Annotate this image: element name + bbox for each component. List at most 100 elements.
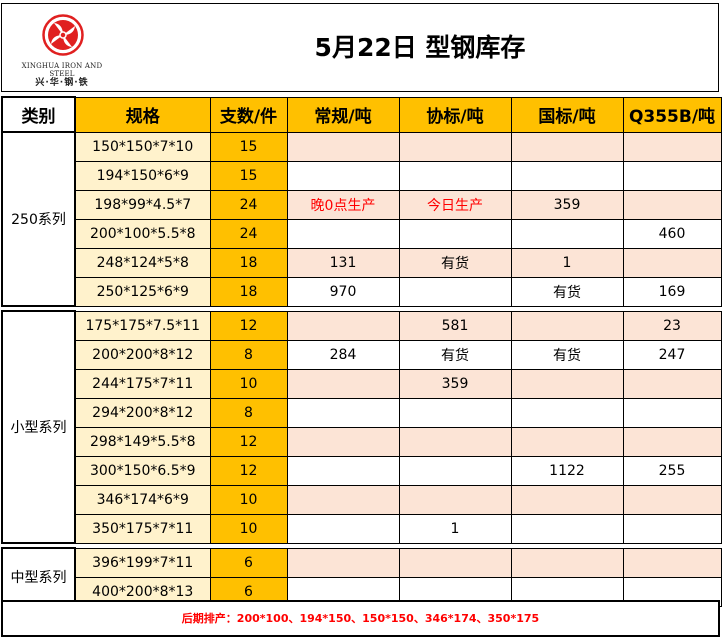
national-cell (510, 513, 624, 544)
spec-cell: 244*175*7*11 (74, 368, 211, 399)
table-row: 200*100*5.5*8 24 460 (2, 218, 722, 249)
q355b-cell (622, 247, 722, 278)
table-row: 298*149*5.5*8 12 (2, 426, 722, 457)
count-cell: 24 (209, 189, 288, 220)
spec-cell: 200*100*5.5*8 (74, 218, 211, 249)
national-cell (510, 547, 624, 578)
regular-cell (286, 484, 400, 515)
q355b-cell (622, 368, 722, 399)
count-cell: 15 (209, 160, 288, 191)
logo-english-text: XINGHUA IRON AND STEEL (21, 62, 103, 78)
header-association: 协标/吨 (398, 96, 512, 133)
regular-cell (286, 426, 400, 457)
q355b-cell (622, 160, 722, 191)
count-cell: 8 (209, 397, 288, 428)
national-cell (510, 131, 624, 162)
national-cell: 1 (510, 247, 624, 278)
table-row: 250*125*6*9 18 970 有货 169 (2, 276, 722, 307)
count-cell: 8 (209, 339, 288, 370)
regular-cell (286, 513, 400, 544)
header-regular: 常规/吨 (286, 96, 400, 133)
header-count: 支数/件 (209, 96, 288, 133)
company-logo: XINGHUA IRON AND STEEL 兴·华·钢·铁 (8, 10, 116, 90)
association-cell: 有货 (398, 247, 512, 278)
table-row: 244*175*7*11 10 359 (2, 368, 722, 399)
association-cell: 1 (398, 513, 512, 544)
regular-cell (286, 368, 400, 399)
association-cell (398, 160, 512, 191)
table-row: 248*124*5*8 18 131 有货 1 (2, 247, 722, 278)
count-cell: 10 (209, 484, 288, 515)
category-label: 250系列 (1, 131, 76, 307)
header-q355b: Q355B/吨 (622, 96, 722, 133)
spec-cell: 396*199*7*11 (74, 547, 211, 578)
association-cell (398, 276, 512, 307)
count-cell: 15 (209, 131, 288, 162)
q355b-cell (622, 397, 722, 428)
regular-cell (286, 131, 400, 162)
spec-cell: 150*150*7*10 (74, 131, 211, 162)
table-row: 198*99*4.5*7 24 晚0点生产 今日生产 359 (2, 189, 722, 220)
count-cell: 10 (209, 513, 288, 544)
association-cell (398, 547, 512, 578)
national-cell: 359 (510, 189, 624, 220)
spec-cell: 350*175*7*11 (74, 513, 211, 544)
count-cell: 6 (209, 547, 288, 578)
spec-cell: 250*125*6*9 (74, 276, 211, 307)
table-row: 294*200*8*12 8 (2, 397, 722, 428)
association-cell (398, 484, 512, 515)
spec-cell: 194*150*6*9 (74, 160, 211, 191)
inventory-table: 类别 规格 支数/件 常规/吨 协标/吨 国标/吨 Q355B/吨 250系列 1… (1, 96, 722, 607)
q355b-cell: 255 (622, 455, 722, 486)
spec-cell: 198*99*4.5*7 (74, 189, 211, 220)
header-national: 国标/吨 (510, 96, 624, 133)
national-cell (510, 310, 624, 341)
logo-chinese-text: 兴·华·钢·铁 (35, 78, 89, 88)
table-row: 中型系列 396*199*7*11 6 (1, 547, 722, 607)
association-cell: 359 (398, 368, 512, 399)
association-cell: 有货 (398, 339, 512, 370)
table-row: 200*200*8*12 8 284 有货 有货 247 (2, 339, 722, 370)
regular-cell: 131 (286, 247, 400, 278)
table-body: 250系列 150*150*7*10 15 194*150*6*9 15 198*99*4… (1, 131, 722, 607)
count-cell: 24 (209, 218, 288, 249)
regular-cell (286, 547, 400, 578)
table-row: 250系列 150*150*7*10 15 (1, 131, 722, 307)
association-cell: 581 (398, 310, 512, 341)
national-cell: 有货 (510, 339, 624, 370)
count-cell: 18 (209, 276, 288, 307)
national-cell: 有货 (510, 276, 624, 307)
national-cell (510, 426, 624, 457)
q355b-cell (622, 484, 722, 515)
regular-cell: 970 (286, 276, 400, 307)
count-cell: 18 (209, 247, 288, 278)
q355b-cell (622, 189, 722, 220)
q355b-cell (622, 131, 722, 162)
count-cell: 12 (209, 310, 288, 341)
count-cell: 10 (209, 368, 288, 399)
regular-cell (286, 397, 400, 428)
spec-cell: 346*174*6*9 (74, 484, 211, 515)
table-row: 346*174*6*9 10 (2, 484, 722, 515)
national-cell (510, 484, 624, 515)
count-cell: 12 (209, 426, 288, 457)
regular-cell (286, 160, 400, 191)
q355b-cell (622, 426, 722, 457)
count-cell: 12 (209, 455, 288, 486)
table-row: 350*175*7*11 10 1 (2, 513, 722, 544)
regular-cell: 284 (286, 339, 400, 370)
spec-cell: 300*150*6.5*9 (74, 455, 211, 486)
q355b-cell: 247 (622, 339, 722, 370)
q355b-cell: 169 (622, 276, 722, 307)
spec-cell: 200*200*8*12 (74, 339, 211, 370)
header-category: 类别 (1, 96, 76, 133)
header-spec: 规格 (74, 96, 211, 133)
national-cell (510, 218, 624, 249)
category-label: 中型系列 (1, 547, 76, 607)
spec-cell: 248*124*5*8 (74, 247, 211, 278)
xinghua-logo-icon (42, 14, 84, 56)
spec-cell: 175*175*7.5*11 (74, 310, 211, 341)
q355b-cell (622, 513, 722, 544)
national-cell (510, 397, 624, 428)
sheet-header: XINGHUA IRON AND STEEL 兴·华·钢·铁 5月22日 型钢库… (1, 3, 719, 92)
